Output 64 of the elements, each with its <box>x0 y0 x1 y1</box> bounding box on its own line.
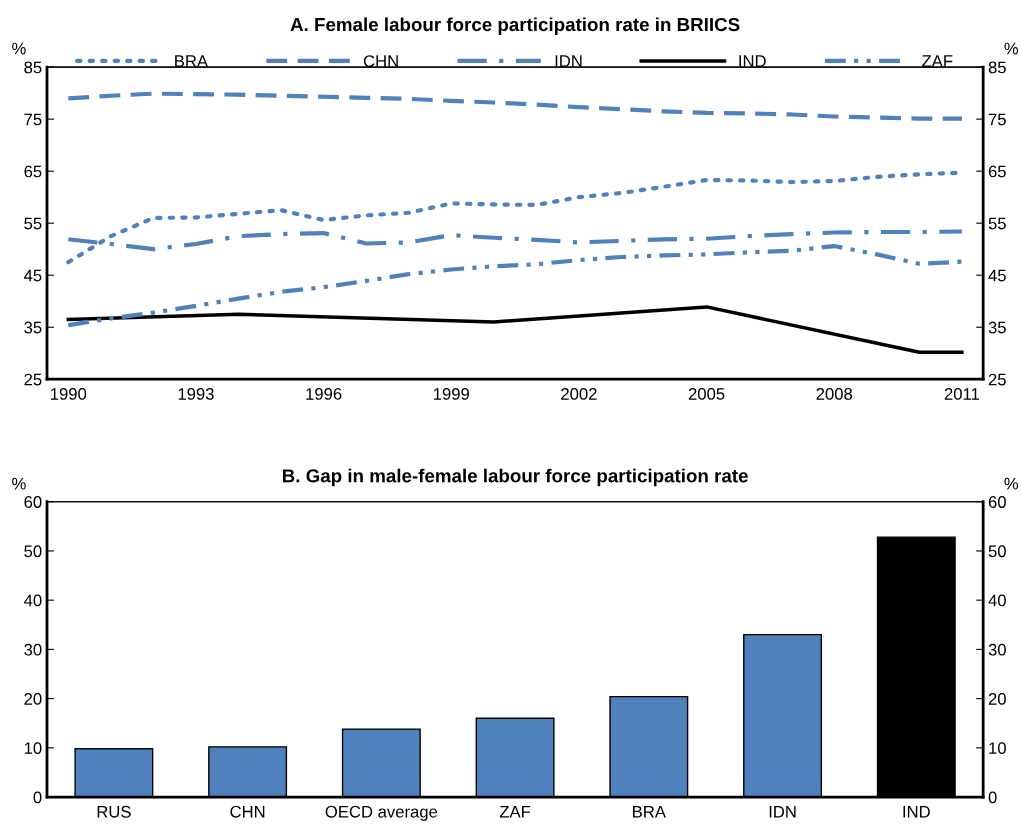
y2-tick-label: 65 <box>988 165 1006 178</box>
x-tick-label: BRA <box>633 806 666 818</box>
x-tick-label: 1999 <box>433 388 470 400</box>
y-tick-label: 10 <box>24 742 42 755</box>
line-series <box>66 91 964 121</box>
y-tick-label: 40 <box>24 594 42 607</box>
x-tick-label: RUS <box>97 805 131 818</box>
y2-axis-title: % <box>1004 42 1019 55</box>
x-tick-label: 1993 <box>178 388 214 400</box>
legend-label: BRA <box>175 55 209 67</box>
x-tick-label: CHN <box>230 805 265 818</box>
y2-tick-label: 30 <box>988 643 1006 656</box>
bar <box>208 746 288 798</box>
y-axis-title: % <box>12 42 26 55</box>
legend-label: ZAF <box>922 55 953 67</box>
y-tick-label: 75 <box>24 113 42 126</box>
legend-label: IND <box>739 55 766 67</box>
chart-title: A. Female labour force participation rate in BRIICS <box>290 17 740 35</box>
x-tick-label: 2008 <box>816 388 853 400</box>
y2-tick-label: 50 <box>988 545 1006 558</box>
legend-label: CHN <box>363 55 398 67</box>
x-tick-label: IND <box>903 806 930 818</box>
bar <box>341 728 421 798</box>
y-tick-label: 30 <box>24 643 42 656</box>
y-tick-label: 60 <box>24 496 42 508</box>
y2-tick-label: 0 <box>988 791 997 804</box>
bar <box>743 633 823 798</box>
y2-tick-label: 35 <box>988 321 1006 334</box>
legend-label: IDN <box>555 55 582 67</box>
bar <box>609 695 689 798</box>
chart-title: B. Gap in male-female labour force participation rate <box>282 468 748 487</box>
y-tick-label: 85 <box>24 61 42 74</box>
x-tick-label: 2005 <box>688 388 725 400</box>
y-tick-label: 35 <box>24 321 42 334</box>
x-tick-label: 2002 <box>561 388 597 400</box>
x-tick-label: ZAF <box>499 806 531 818</box>
bar <box>74 748 154 798</box>
x-tick-label: 1996 <box>306 388 342 400</box>
y2-tick-label: 25 <box>988 373 1006 386</box>
line-series <box>66 305 964 354</box>
y-tick-label: 45 <box>24 269 42 282</box>
x-tick-label: 2011 <box>944 388 979 400</box>
y-tick-label: 25 <box>24 373 42 386</box>
y-axis-title: % <box>12 477 26 490</box>
y2-tick-label: 85 <box>988 61 1006 74</box>
y-tick-label: 65 <box>24 165 42 178</box>
bar <box>876 536 956 798</box>
y-tick-label: 55 <box>24 217 42 230</box>
y2-tick-label: 10 <box>989 742 1006 755</box>
line-series <box>66 243 964 328</box>
y2-tick-label: 20 <box>988 693 1006 705</box>
y2-axis-title: % <box>1004 477 1019 490</box>
y-tick-label: 20 <box>24 693 42 705</box>
y2-tick-label: 60 <box>988 496 1006 508</box>
y2-tick-label: 40 <box>988 594 1006 607</box>
y-tick-label: 50 <box>24 545 42 558</box>
bar <box>475 717 555 798</box>
y-tick-label: 0 <box>33 791 42 804</box>
y2-tick-label: 45 <box>988 269 1006 282</box>
x-tick-label: OECD average <box>325 805 438 821</box>
y2-tick-label: 55 <box>988 217 1006 230</box>
x-tick-label: 1990 <box>51 388 87 400</box>
x-tick-label: IDN <box>769 806 796 818</box>
y2-tick-label: 75 <box>988 113 1006 126</box>
